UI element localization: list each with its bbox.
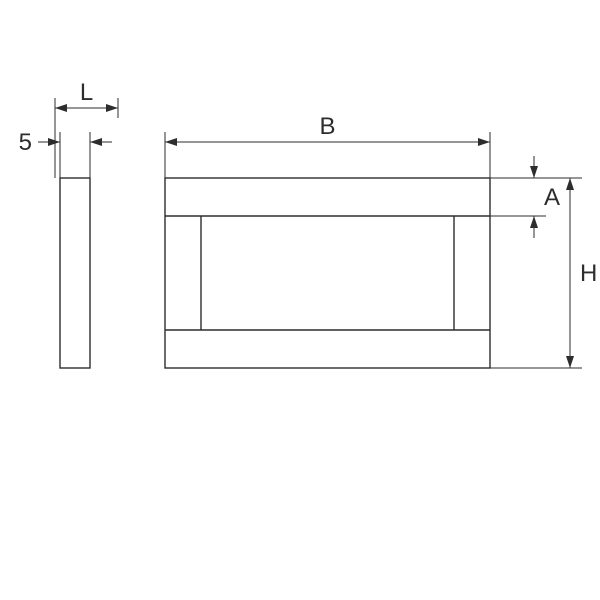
label-5: 5: [19, 129, 32, 156]
technical-drawing: 5 L B A H: [0, 0, 600, 600]
side-rect: [60, 178, 90, 368]
front-outer-rect: [165, 178, 490, 368]
arrowhead: [566, 178, 574, 190]
arrowhead: [90, 138, 102, 146]
label-H: H: [580, 260, 597, 287]
arrowhead: [48, 138, 60, 146]
arrowhead: [478, 138, 490, 146]
label-A: A: [544, 184, 560, 211]
arrowhead: [106, 104, 118, 112]
label-B: B: [319, 113, 335, 140]
arrowhead: [55, 104, 67, 112]
arrowhead: [165, 138, 177, 146]
arrowhead: [530, 216, 538, 228]
arrowhead: [530, 166, 538, 178]
label-L: L: [80, 79, 93, 106]
arrowhead: [566, 356, 574, 368]
